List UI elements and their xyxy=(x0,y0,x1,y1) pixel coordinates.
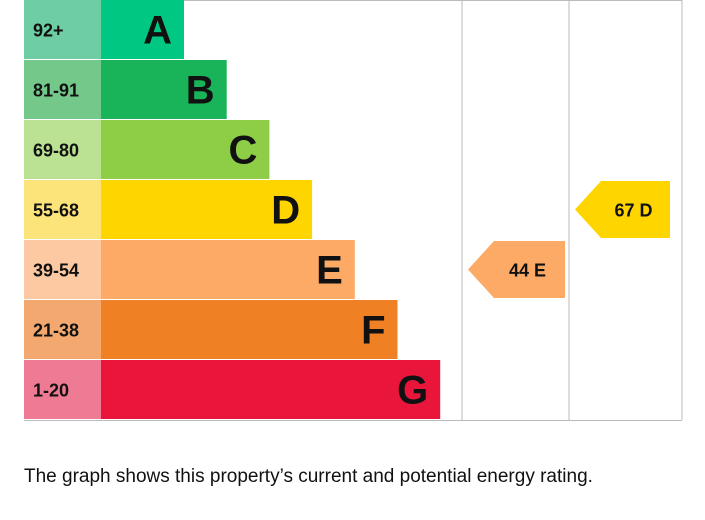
band-bar-c xyxy=(101,120,270,179)
range-label-d: 55-68 xyxy=(33,201,79,221)
band-bar-d xyxy=(101,180,313,239)
band-letter-f: F xyxy=(361,309,385,353)
range-label-f: 21-38 xyxy=(33,321,79,341)
range-label-a: 92+ xyxy=(33,21,64,41)
band-letter-d: D xyxy=(271,189,300,233)
band-letter-a: A xyxy=(143,9,172,53)
range-cell-c xyxy=(24,120,101,179)
band-bar-b xyxy=(101,60,227,119)
epc-chart: 92+ A 81-91 B 69-80 C 55-68 D 39-54 E 21-38 F 1-20 G 4… xyxy=(24,0,683,421)
potential-rating-label: 67 D xyxy=(614,201,652,221)
range-label-e: 39-54 xyxy=(33,261,79,281)
range-cell-f xyxy=(24,300,101,359)
band-bar-a xyxy=(101,0,184,59)
band-letter-e: E xyxy=(316,249,343,293)
range-label-c: 69-80 xyxy=(33,141,79,161)
band-bar-g xyxy=(101,360,441,419)
chart-caption: The graph shows this property’s current … xyxy=(24,466,593,487)
current-rating-label: 44 E xyxy=(509,261,546,281)
range-cell-b xyxy=(24,60,101,119)
band-bar-f xyxy=(101,300,398,359)
range-cell-d xyxy=(24,180,101,239)
band-bar-e xyxy=(101,240,355,299)
current-arrow xyxy=(468,241,565,298)
range-label-b: 81-91 xyxy=(33,81,79,101)
range-label-g: 1-20 xyxy=(33,381,69,401)
band-letter-c: C xyxy=(229,129,258,173)
potential-arrow xyxy=(575,181,670,238)
band-letter-g: G xyxy=(397,369,428,413)
range-cell-g xyxy=(24,360,101,419)
band-letter-b: B xyxy=(186,69,215,113)
range-cell-e xyxy=(24,240,101,299)
range-cell-a xyxy=(24,0,101,59)
